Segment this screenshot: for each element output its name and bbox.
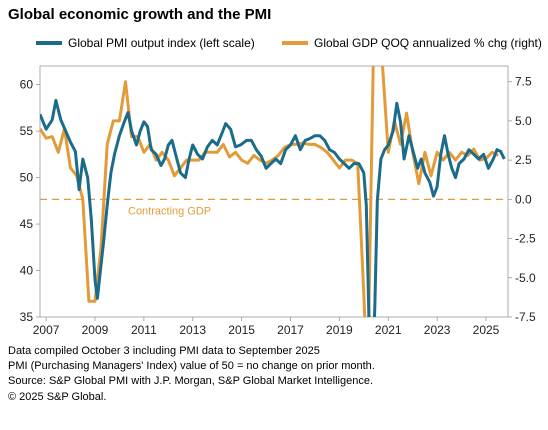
chart-title: Global economic growth and the PMI: [8, 6, 272, 23]
legend-swatch-pmi: [36, 41, 62, 45]
plot-frame: [39, 65, 509, 318]
y-right-tick-label: 2.5: [515, 153, 532, 167]
y-right-tick-label: -2.5: [515, 232, 536, 246]
x-tick-label: 2025: [473, 323, 500, 337]
x-tick-label: 2007: [33, 323, 60, 337]
legend-item-gdp: Global GDP QOQ annualized % chg (right): [282, 36, 542, 50]
series-line-pmi: [40, 98, 506, 317]
footnotes: Data compiled October 3 including PMI da…: [8, 344, 375, 405]
legend: Global PMI output index (left scale) Glo…: [0, 36, 548, 56]
x-tick-label: 2011: [131, 323, 157, 337]
x-tick-label: 2009: [82, 323, 109, 337]
x-tick-label: 2017: [277, 323, 304, 337]
y-left-tick-label: 40: [20, 264, 34, 278]
line-chart: 35 40 45 50 55 60 -7.5 -5.0 -2.5 0.0 2.5 5.0 7.5 2007…: [20, 65, 536, 337]
legend-label-pmi: Global PMI output index (left scale): [68, 36, 255, 50]
footnote-pmi-definition: PMI (Purchasing Managers' Index) value o…: [8, 360, 375, 373]
legend-swatch-gdp: [282, 41, 308, 45]
x-tick-label: 2021: [375, 323, 402, 337]
footnote-data-compiled: Data compiled October 3 including PMI da…: [8, 345, 320, 357]
y-left-tick-label: 55: [20, 124, 34, 138]
x-tick-label: 2019: [326, 323, 353, 337]
contracting-gdp-label: Contracting GDP: [128, 205, 211, 217]
y-left-tick-label: 45: [20, 217, 34, 231]
y-right-tick-label: -7.5: [515, 310, 536, 324]
legend-label-gdp: Global GDP QOQ annualized % chg (right): [314, 36, 542, 50]
y-right-tick-label: -5.0: [515, 271, 536, 285]
y-left-tick-label: 35: [20, 310, 34, 324]
footnote-source: Source: S&P Global PMI with J.P. Morgan,…: [8, 375, 374, 388]
legend-item-pmi: Global PMI output index (left scale): [36, 36, 255, 50]
y-right-tick-label: 5.0: [515, 114, 532, 128]
x-tick-label: 2015: [228, 323, 255, 337]
x-tick-label: 2023: [424, 323, 451, 337]
x-tick-label: 2013: [179, 323, 206, 337]
footnote-copyright: © 2025 S&P Global.: [8, 390, 107, 403]
series-line-gdp: [40, 66, 499, 317]
y-left-tick-label: 50: [20, 171, 34, 185]
y-right-tick-label: 7.5: [515, 75, 532, 89]
y-right-tick-label: 0.0: [515, 192, 532, 206]
y-left-tick-label: 60: [20, 78, 34, 92]
